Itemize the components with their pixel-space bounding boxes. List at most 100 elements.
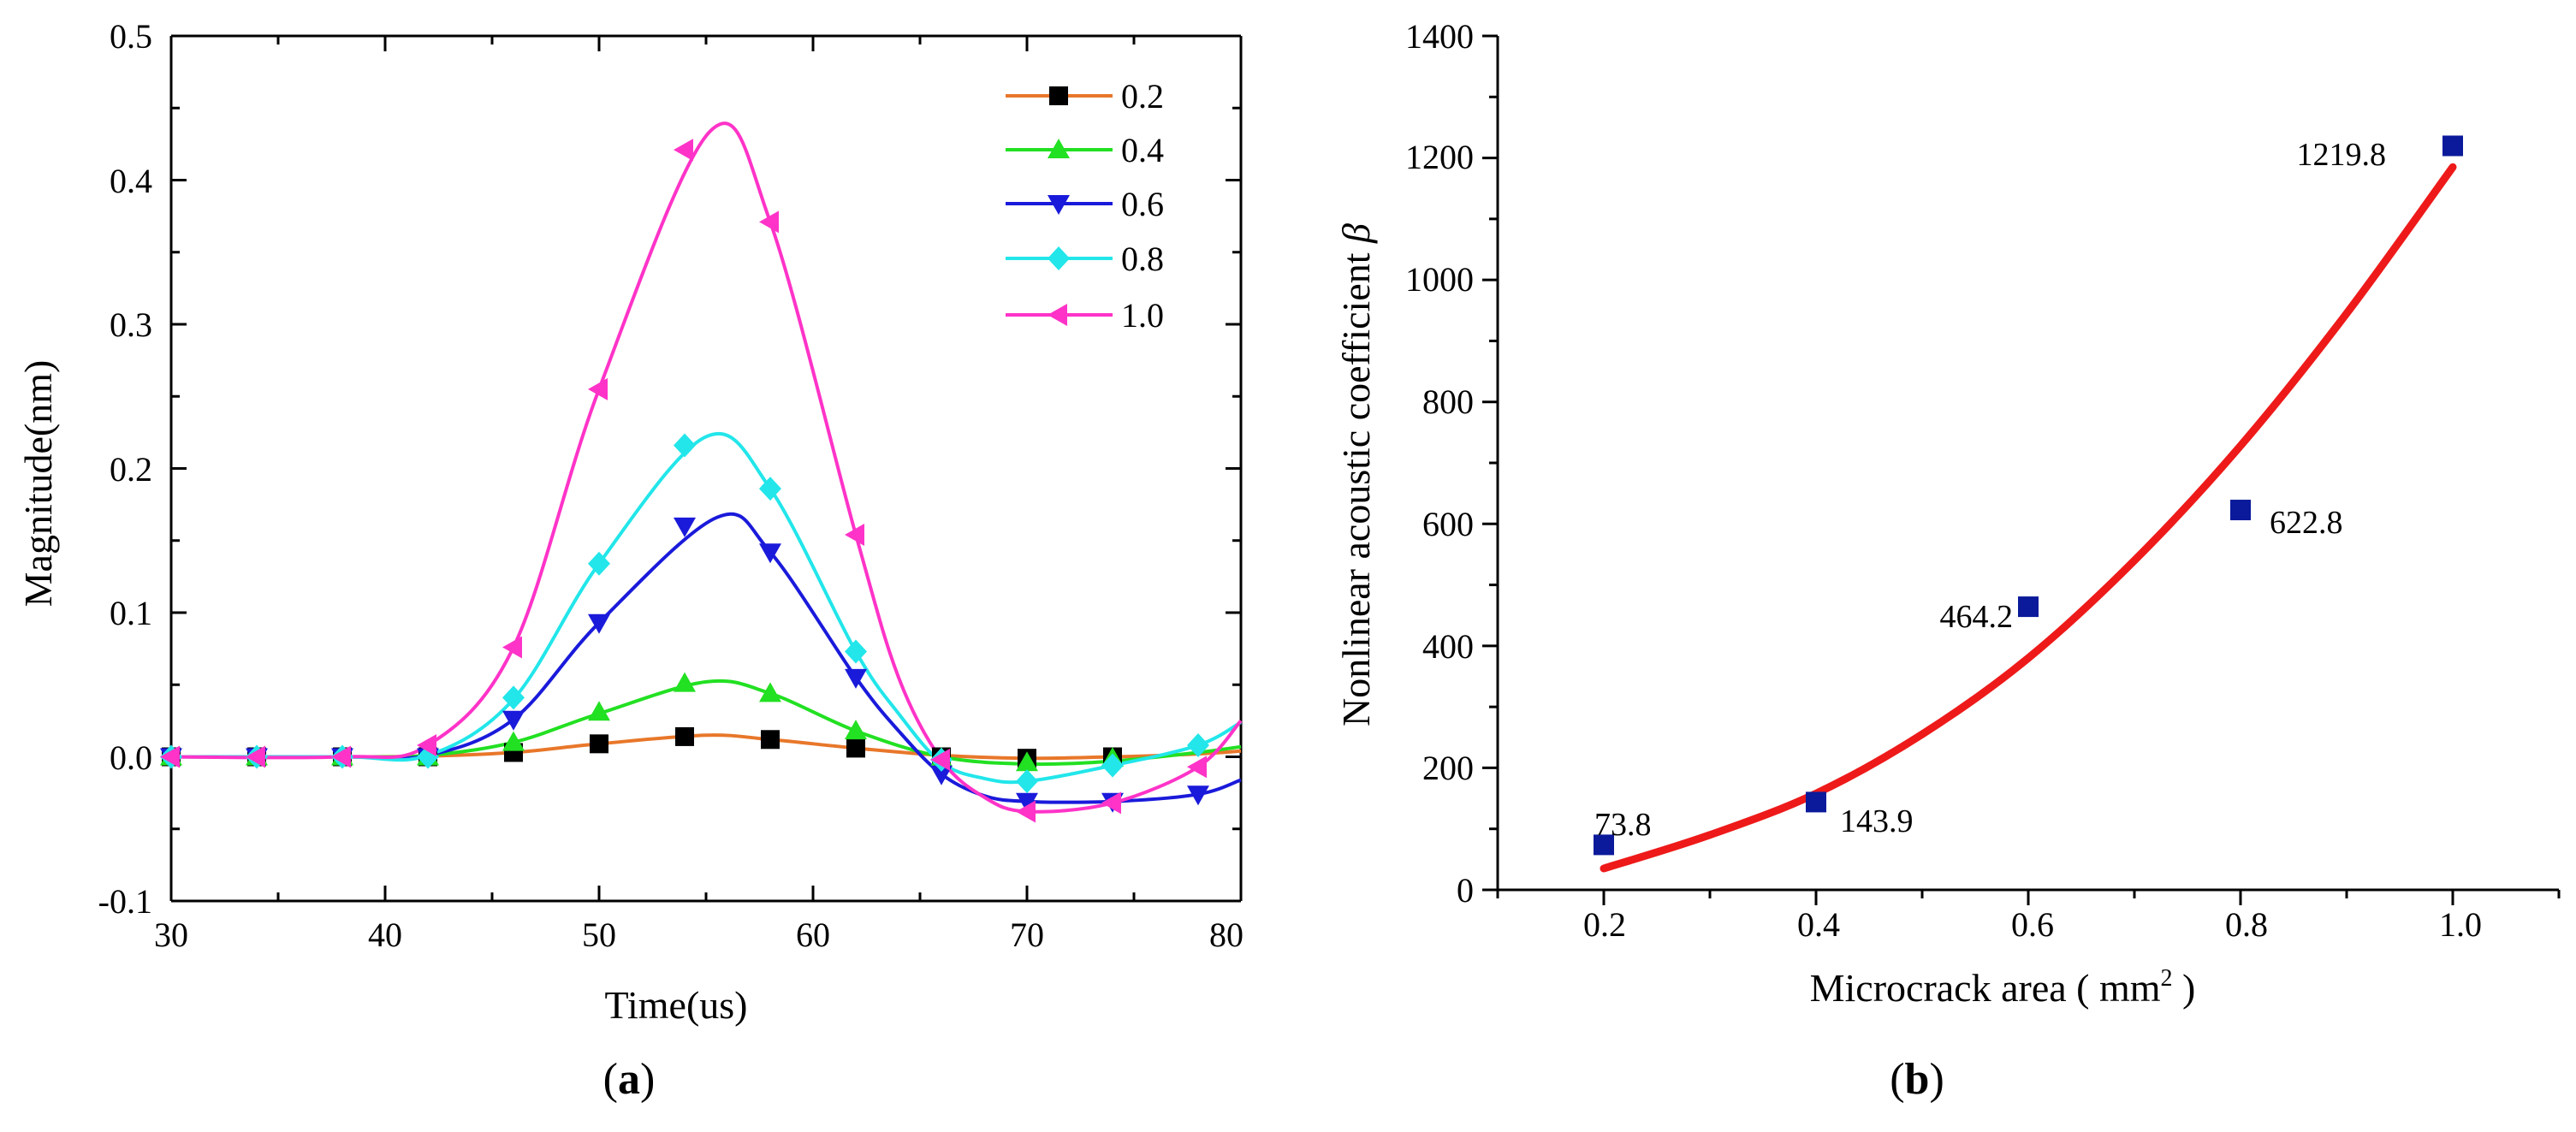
legend-marker-shape-1.0 [1048, 304, 1067, 326]
legend-label-0.2: 0.2 [1121, 77, 1164, 116]
legend-marker-shape-0.6 [1048, 195, 1070, 215]
panel-a-letter: a [618, 1055, 640, 1104]
chart-b-y-tick-label: 0 [1457, 871, 1474, 910]
chart-b-y-tick-label: 1000 [1405, 260, 1474, 299]
chart-b-data-label: 464.2 [1940, 599, 2014, 635]
series-line-0.8 [170, 431, 1243, 785]
chart-a-y-tick-label: 0.1 [110, 594, 152, 632]
series-point-0.4 [1016, 751, 1038, 772]
series-point-0.2 [590, 734, 608, 754]
legend-marker-0.6 [1048, 195, 1070, 215]
legend-marker-0.2 [1049, 86, 1068, 105]
series-point-0.6 [1016, 792, 1038, 813]
series-point-0.8 [1101, 753, 1124, 778]
series-point-0.4 [759, 682, 781, 702]
series-point-1.0 [930, 748, 950, 771]
chart-a: 30 40 50 60 70 80 -0.1 0.0 0.1 0.2 0.3 0… [16, 17, 1243, 1104]
chart-b-data-label: 622.8 [2270, 505, 2343, 541]
chart-a-curves [170, 121, 1243, 814]
series-point-0.8 [502, 685, 525, 710]
chart-b-y-tick-label: 200 [1422, 749, 1474, 787]
chart-b-y-tick-label: 600 [1422, 505, 1474, 543]
legend-marker-0.4 [1048, 139, 1070, 158]
chart-a-y-tick-label: 0.0 [110, 738, 152, 777]
chart-a-panel-label: (a) [603, 1055, 656, 1104]
series-point-0.6 [1187, 785, 1209, 806]
panel-b-open: ( [1890, 1055, 1904, 1104]
chart-b-y-axis-title: Nonlinear acoustic coefficient β [1334, 223, 1378, 726]
chart-b-y-tick-label: 400 [1422, 627, 1474, 666]
chart-b-data-label: 1219.8 [2297, 137, 2387, 173]
chart-b-y-tick-label: 800 [1422, 382, 1474, 421]
chart-a-points [160, 139, 1209, 823]
series-point-0.4 [588, 701, 610, 721]
chart-b-y-axis-title-text: Nonlinear acoustic coefficient [1334, 243, 1378, 726]
series-point-0.8 [588, 551, 610, 576]
series-point-0.8 [845, 639, 867, 664]
chart-a-y-tick-label: 0.2 [110, 450, 152, 489]
series-point-0.4 [845, 720, 867, 740]
series-point-1.0 [845, 524, 864, 547]
legend-marker-1.0 [1048, 304, 1067, 326]
chart-b-y-tick-label: 1200 [1405, 138, 1474, 176]
series-point-1.0 [674, 139, 693, 162]
chart-b-ticks [1482, 34, 2561, 905]
chart-b-x-axis-title-end: ) [2173, 966, 2196, 1010]
series-line-0.2 [170, 733, 1242, 761]
legend-label-0.6: 0.6 [1121, 185, 1164, 223]
series-point-0.2 [761, 730, 780, 750]
chart-b-point [2442, 135, 2463, 157]
series-point-1.0 [417, 734, 436, 757]
series-point-1.0 [331, 745, 351, 768]
series-point-1.0 [502, 636, 522, 659]
chart-b-fit-curve [1600, 163, 2457, 873]
chart-b-x-tick-label: 0.4 [1797, 905, 1840, 944]
chart-a-y-axis-title: Magnitude(nm) [16, 360, 60, 607]
chart-b-x-axis-title-text: Microcrack area ( mm [1810, 966, 2161, 1010]
chart-a-y-tick-label: -0.1 [98, 882, 152, 921]
legend-marker-shape-0.8 [1048, 246, 1070, 270]
chart-b-x-tick-label: 0.8 [2225, 905, 2268, 944]
legend-item-0.4: 0.4 [1006, 131, 1164, 169]
series-point-1.0 [160, 745, 180, 768]
panel-b-close: ) [1929, 1055, 1944, 1104]
series-point-0.4 [674, 672, 696, 692]
series-point-0.6 [930, 765, 953, 785]
series-point-0.6 [588, 613, 610, 634]
legend-item-1.0: 1.0 [1006, 296, 1164, 335]
chart-a-x-tick-label: 40 [368, 916, 402, 954]
series-point-1.0 [1187, 756, 1207, 779]
chart-a-x-tick-label: 80 [1209, 916, 1243, 954]
chart-b: 0.2 0.4 0.6 0.8 1.0 0 200 400 600 800 10… [1334, 17, 2561, 1104]
series-point-0.6 [759, 543, 781, 564]
chart-a-y-tick-label: 0.3 [110, 305, 152, 344]
series-point-1.0 [1101, 791, 1121, 815]
chart-b-x-axis-title: Microcrack area ( mm2 ) [1810, 965, 2196, 1010]
legend-marker-0.8 [1048, 246, 1070, 270]
chart-a-x-tick-label: 50 [582, 916, 616, 954]
chart-b-x-tick-label: 0.2 [1583, 905, 1626, 944]
chart-a-x-axis-title: Time(us) [605, 983, 748, 1027]
chart-b-point [2018, 596, 2039, 618]
chart-a-x-tick-label: 70 [1010, 916, 1044, 954]
series-point-0.8 [674, 433, 696, 458]
chart-b-data-label: 143.9 [1840, 803, 1914, 839]
series-point-0.4 [502, 731, 525, 751]
legend-marker-shape-0.4 [1048, 139, 1070, 158]
legend-marker-shape-0.2 [1049, 86, 1068, 105]
chart-b-point [2230, 500, 2251, 521]
chart-b-point [1806, 791, 1826, 813]
chart-a-y-tick-label: 0.4 [110, 162, 152, 200]
series-point-0.8 [759, 477, 781, 501]
series-point-1.0 [1016, 800, 1036, 823]
chart-b-x-axis-title-sup: 2 [2161, 965, 2173, 992]
panel-a-open: ( [603, 1055, 618, 1104]
series-point-0.2 [846, 738, 865, 758]
series-line-0.4 [170, 679, 1242, 767]
panel-a-close: ) [640, 1055, 655, 1104]
chart-a-ticks [169, 34, 1243, 903]
series-point-0.6 [845, 668, 867, 689]
chart-b-y-axis-title-symbol: β [1334, 223, 1378, 244]
chart-b-data-labels: 73.8 143.9 464.2 622.8 1219.8 [1594, 137, 2386, 843]
